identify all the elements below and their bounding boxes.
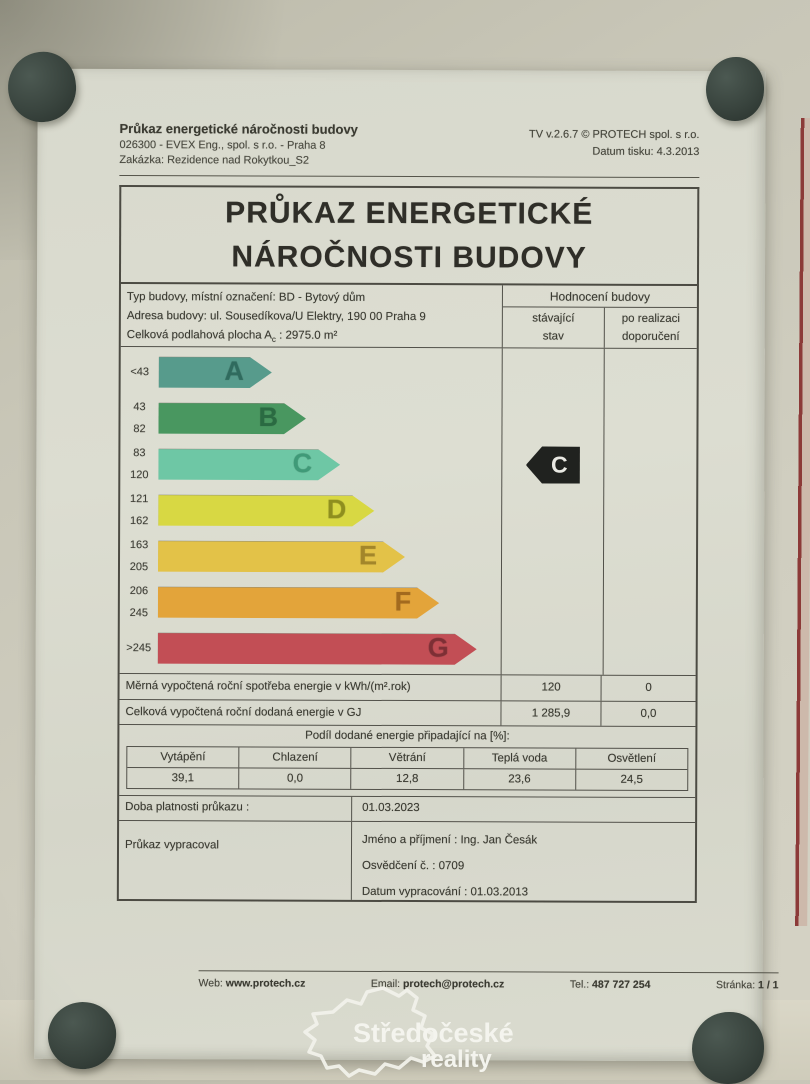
doc-header-order: Zakázka: Rezidence nad Rokytkou_S2 xyxy=(119,154,309,167)
energy-class-row-a: <43 A xyxy=(121,349,502,396)
energy-row-recommended-value: 0,0 xyxy=(640,707,657,720)
magnet-top-right xyxy=(706,57,764,121)
share-table-value-row: 39,1 0,0 12,8 23,6 24,5 xyxy=(127,767,688,791)
energy-row-label: Měrná vypočtená roční spotřeba energie v… xyxy=(125,680,411,694)
energy-scale-bars: <43 A 43 82 B 83 120 C 121 162 D 163 205 E 206 245 F >245… xyxy=(120,347,502,674)
energy-range-label: >245 xyxy=(126,642,152,655)
share-header: Chlazení xyxy=(238,747,351,768)
rating-header: Hodnocení budovy stávající stav po reali… xyxy=(501,285,697,349)
share-table: Vytápění Chlazení Větrání Teplá voda Osv… xyxy=(126,746,689,792)
certificate-document: Průkaz energetické náročnosti budovy 026… xyxy=(116,69,779,992)
author-certificate: Osvědčení č. : 0709 xyxy=(361,859,465,873)
share-value: 0,0 xyxy=(238,768,351,789)
energy-range-label: 83 120 xyxy=(130,447,149,482)
energy-range-label: 206 245 xyxy=(129,585,149,620)
certificate-paper: Průkaz energetické náročnosti budovy 026… xyxy=(34,68,779,1062)
doc-header-title: Průkaz energetické náročnosti budovy xyxy=(119,121,358,137)
doc-header-print-date: Datum tisku: 4.3.2013 xyxy=(592,145,700,158)
energy-class-bar-d: D xyxy=(158,495,374,527)
energy-class-row-g: >245 G xyxy=(120,625,501,672)
building-info-section: Typ budovy, místní označení: BD - Bytový… xyxy=(121,284,697,349)
magnet-bottom-right xyxy=(692,1012,764,1084)
validity-label: Doba platnosti průkazu : xyxy=(119,796,353,821)
energy-class-bar-f: F xyxy=(158,587,439,619)
doc-header-left: Průkaz energetické náročnosti budovy 026… xyxy=(119,121,358,167)
energy-scale-section: <43 A 43 82 B 83 120 C 121 162 D 163 205 E 206 245 F >245… xyxy=(119,346,697,676)
logo-text-line2: reality xyxy=(421,1046,492,1073)
energy-range-label: 43 82 xyxy=(133,401,146,436)
adjacent-poster-edge xyxy=(794,117,810,927)
author-date: Datum vypracování : 01.03.2013 xyxy=(361,885,529,899)
doc-header-company: 026300 - EVEX Eng., spol. s r.o. - Praha… xyxy=(119,139,326,152)
energy-row-current-value: 120 xyxy=(500,675,602,701)
energy-class-row-f: 206 245 F xyxy=(120,579,501,626)
energy-class-bar-a: A xyxy=(159,357,272,388)
doc-header-version: TV v.2.6.7 © PROTECH spol. s r.o. xyxy=(528,128,700,142)
energy-class-row-b: 43 82 B xyxy=(120,395,501,442)
energy-class-letter: A xyxy=(224,355,244,386)
building-address: Adresa budovy: ul. Sousedíkova/U Elektry… xyxy=(126,310,426,324)
rating-header-title: Hodnocení budovy xyxy=(502,285,697,309)
rating-col-current-header: stávající stav xyxy=(532,312,575,343)
energy-class-letter: D xyxy=(326,494,347,525)
region-map-outline xyxy=(303,986,437,1078)
share-header: Větrání xyxy=(350,747,463,769)
energy-class-letter: C xyxy=(292,448,313,479)
agency-logo: Středočeské reality xyxy=(303,986,514,1078)
energy-row-label: Celková vypočtená roční dodaná energie v… xyxy=(125,705,362,719)
current-class-letter: C xyxy=(550,451,568,478)
energy-range-label: 121 162 xyxy=(129,493,149,528)
building-info: Typ budovy, místní označení: BD - Bytový… xyxy=(121,284,502,347)
validity-value: 01.03.2023 xyxy=(362,801,420,815)
logo-text-line1: Středočeské xyxy=(353,1018,514,1048)
footer-page: Stránka: 1 / 1 xyxy=(716,979,779,992)
energy-class-letter: E xyxy=(358,540,378,571)
energy-class-row-d: 121 162 D xyxy=(120,487,501,534)
certificate-table: Typ budovy, místní označení: BD - Bytový… xyxy=(116,282,699,904)
energy-class-bar-e: E xyxy=(158,541,405,573)
share-value: 39,1 xyxy=(171,772,195,785)
energy-row-specific: Měrná vypočtená roční spotřeba energie v… xyxy=(119,673,696,701)
building-area: Celková podlahová plocha Ac : 2975.0 m² xyxy=(126,329,338,344)
share-header: Teplá voda xyxy=(462,748,576,769)
footer-web: Web: www.protech.cz xyxy=(198,977,306,990)
doc-header-right: TV v.2.6.7 © PROTECH spol. s r.o. Datum … xyxy=(529,122,700,168)
rating-column-recommended xyxy=(604,349,697,675)
energy-class-row-c: 83 120 C xyxy=(120,441,501,488)
energy-class-letter: F xyxy=(394,586,412,617)
author-label: Průkaz vypracoval xyxy=(118,821,353,900)
rating-col-recommended-header: po realizaci doporučení xyxy=(603,307,697,349)
energy-class-bar-c: C xyxy=(158,449,340,481)
doc-header: Průkaz energetické náročnosti budovy 026… xyxy=(119,121,699,168)
energy-row-current-value: 1 285,9 xyxy=(500,700,602,726)
author-row: Průkaz vypracoval Jméno a příjmení : Ing… xyxy=(118,820,696,902)
share-table-header-row: Vytápění Chlazení Větrání Teplá voda Osv… xyxy=(127,747,688,770)
building-type: Typ budovy, místní označení: BD - Bytový… xyxy=(126,291,366,304)
energy-row-total: Celková vypočtená roční dodaná energie v… xyxy=(119,698,696,727)
author-name: Jméno a příjmení : Ing. Jan Česák xyxy=(362,833,538,847)
energy-class-bar-b: B xyxy=(158,403,306,435)
share-value: 23,6 xyxy=(462,769,576,790)
main-title-line2: NÁROČNOSTI BUDOVY xyxy=(231,239,587,275)
current-class-marker: C xyxy=(526,446,580,483)
energy-class-bar-g: G xyxy=(158,633,477,665)
energy-class-letter: G xyxy=(427,632,449,663)
energy-range-label: 163 205 xyxy=(129,539,149,574)
share-value: 12,8 xyxy=(350,768,463,790)
validity-row: Doba platnosti průkazu : 01.03.2023 xyxy=(119,795,696,823)
share-header: Vytápění xyxy=(160,751,206,764)
share-value: 24,5 xyxy=(575,769,688,791)
share-header: Osvětlení xyxy=(575,748,688,770)
main-title-line1: PRŮKAZ ENERGETICKÉ xyxy=(225,195,594,231)
energy-range-label: <43 xyxy=(130,366,150,379)
author-details: Jméno a příjmení : Ing. Jan Česák Osvědč… xyxy=(352,822,695,901)
energy-row-recommended-value: 0 xyxy=(645,682,652,695)
rating-column-current: C xyxy=(500,348,605,675)
energy-class-letter: B xyxy=(258,401,279,432)
share-table-title: Podíl dodané energie připadající na [%]: xyxy=(119,724,696,747)
main-title-box: PRŮKAZ ENERGETICKÉ NÁROČNOSTI BUDOVY xyxy=(118,185,700,285)
footer-tel: Tel.: 487 727 254 xyxy=(569,978,651,991)
header-divider xyxy=(119,175,700,179)
energy-class-row-e: 163 205 E xyxy=(120,533,501,580)
